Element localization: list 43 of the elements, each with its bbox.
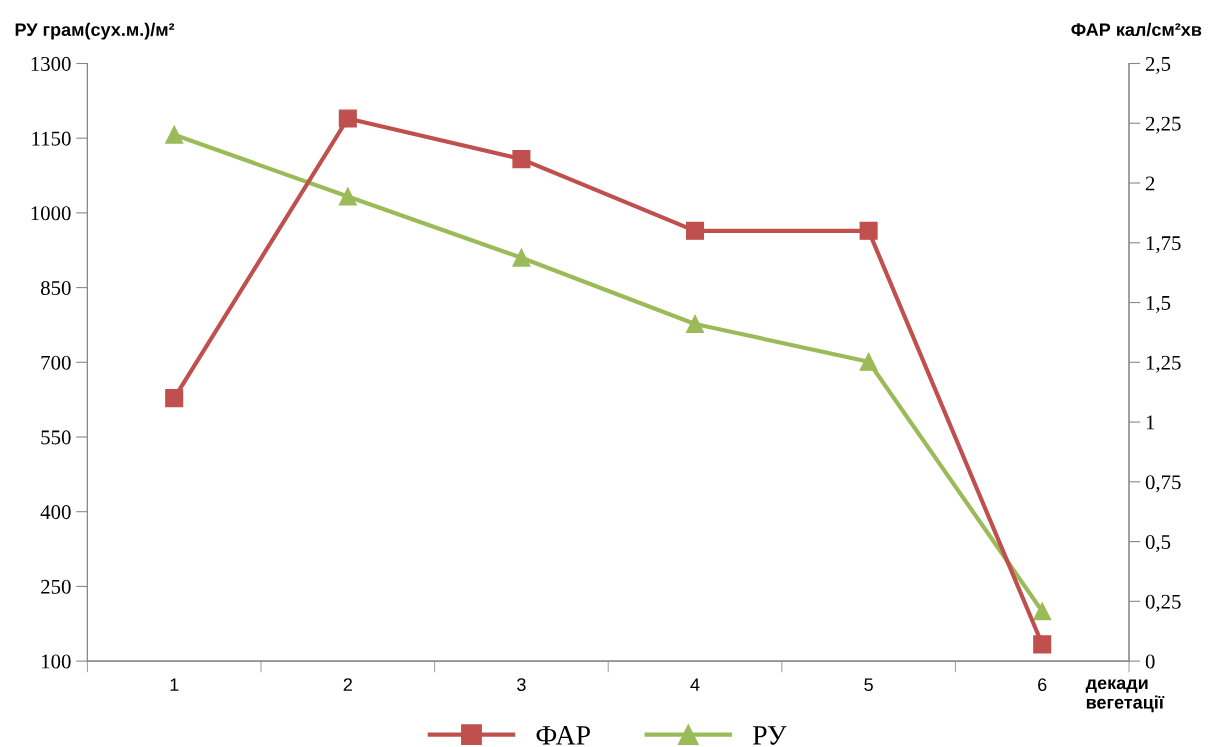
x-tick-label: 1 <box>170 678 179 691</box>
point <box>1033 635 1052 654</box>
y2-tick-label: 1,5 <box>1146 296 1171 313</box>
x-tick-label: 3 <box>517 678 526 692</box>
point <box>512 150 531 169</box>
x-tick-label: 2 <box>343 678 352 691</box>
y2-tick-label: 0,25 <box>1145 594 1181 612</box>
y-tick-label: 1150 <box>32 131 71 146</box>
point <box>165 389 184 408</box>
point <box>1033 602 1052 621</box>
y2-tick-label: 2,5 <box>1145 56 1171 74</box>
x-tick-label: 4 <box>690 678 700 691</box>
y-tick-label: 400 <box>40 505 71 520</box>
y-tick-label: 250 <box>41 579 71 594</box>
y2-tick-label: 2,25 <box>1145 116 1181 134</box>
y2-tick-label: 0,5 <box>1145 534 1171 553</box>
y-tick-label: 1000 <box>31 206 71 221</box>
y2-tick-label: 1,25 <box>1146 355 1181 373</box>
y-tick-label: 700 <box>41 355 71 370</box>
point <box>512 248 531 267</box>
point <box>338 109 357 128</box>
point <box>338 187 357 206</box>
x-axis-title: декади вегетації <box>1085 679 1165 713</box>
point <box>685 314 705 333</box>
y2-tick-label: 1 <box>1146 415 1155 430</box>
y2-tick-label: 1,75 <box>1146 236 1181 254</box>
legend-label: РУ <box>752 726 787 745</box>
y-tick-label: 100 <box>42 654 71 669</box>
y2-tick-label: 0,75 <box>1145 475 1181 493</box>
point <box>165 125 184 144</box>
point <box>859 352 878 371</box>
y2-tick-label: 2 <box>1145 176 1155 191</box>
x-tick-label: 5 <box>864 678 873 692</box>
y2-tick-label: 0 <box>1145 654 1155 669</box>
y-axis-title: РУ грам(сух.м.)/м² <box>15 22 175 40</box>
y-tick-label: 550 <box>41 430 71 445</box>
point <box>859 221 878 240</box>
point <box>685 221 705 240</box>
y-tick-label: 1300 <box>31 56 71 71</box>
y2-axis-title: ФАР кал/см²хв <box>1071 22 1202 37</box>
legend-label: ФАР <box>536 726 590 745</box>
y-tick-label: 850 <box>40 280 71 296</box>
x-tick-label: 6 <box>1038 678 1047 692</box>
